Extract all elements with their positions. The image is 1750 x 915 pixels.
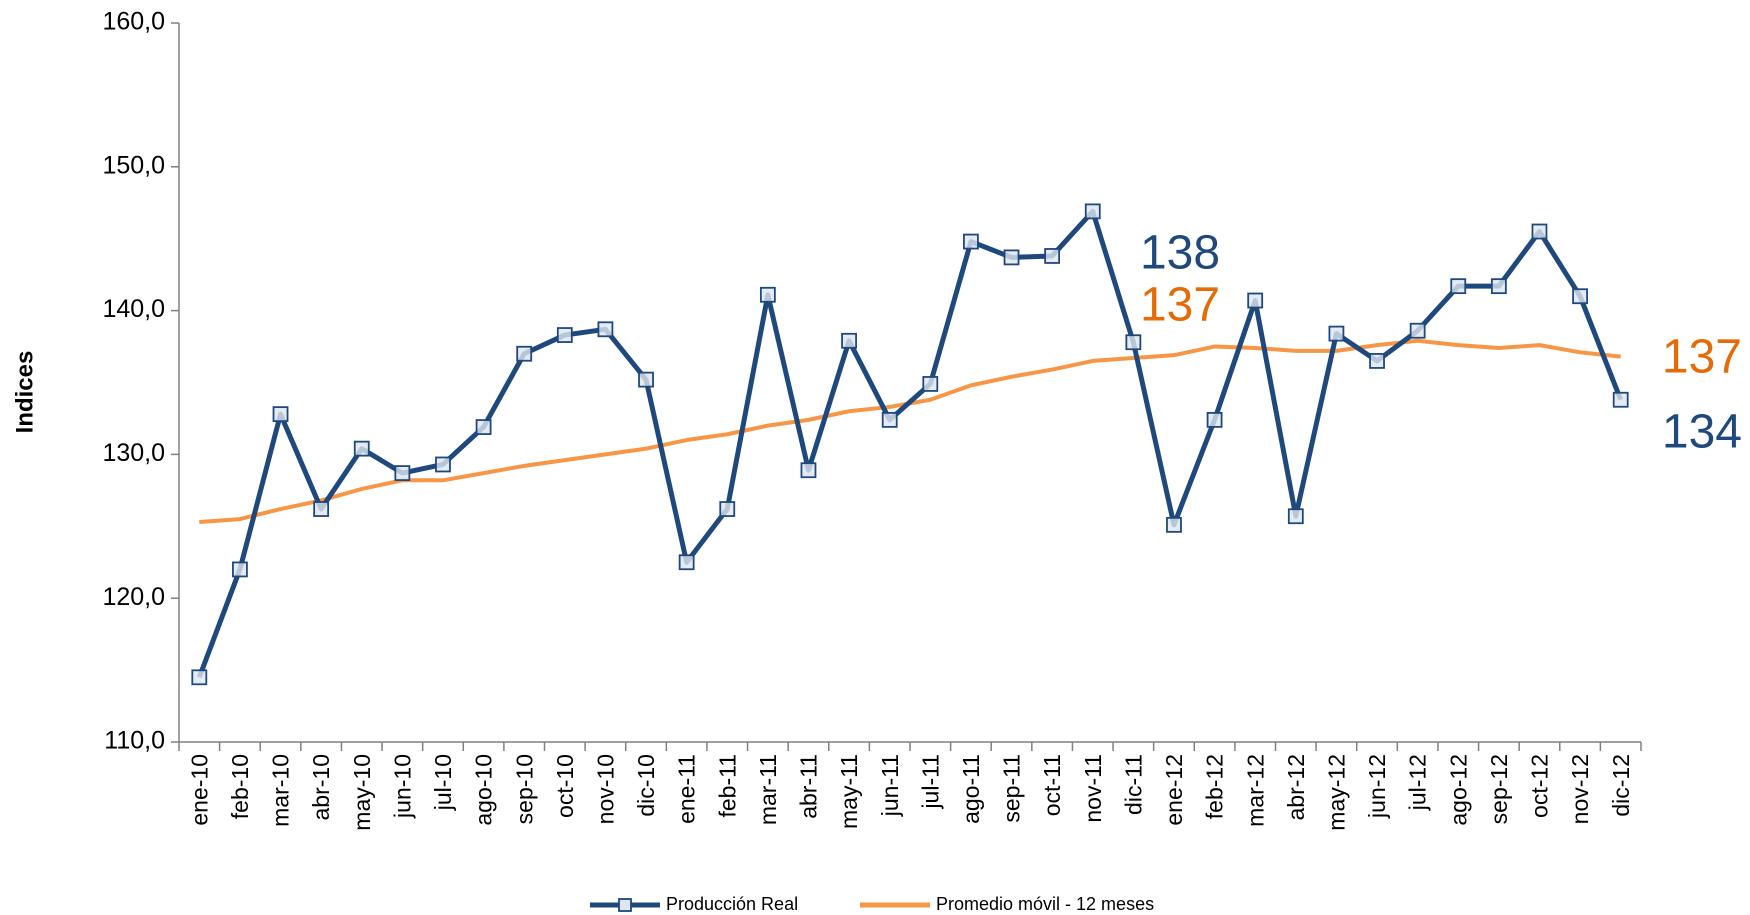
x-tick-label: mar-12	[1242, 754, 1268, 827]
data-point	[313, 501, 330, 517]
data-point	[1328, 325, 1345, 342]
y-tick-label: 150,0	[102, 151, 165, 179]
y-tick-label: 140,0	[102, 295, 165, 323]
data-point	[1206, 411, 1223, 428]
x-tick-label: ene-12	[1161, 754, 1187, 826]
x-tick-label: jul-12	[1405, 754, 1431, 811]
x-tick-label: may-10	[349, 754, 375, 831]
x-tick-label: abr-11	[796, 754, 822, 819]
data-point	[1612, 391, 1629, 408]
data-point	[1084, 203, 1101, 220]
x-tick-label: dic-12	[1608, 754, 1634, 817]
x-tick-label: jun-10	[389, 754, 415, 819]
data-point	[1287, 508, 1304, 525]
y-tick-label: 130,0	[102, 439, 165, 467]
series-line	[196, 208, 1624, 679]
data-point	[1003, 249, 1020, 266]
data-point	[881, 411, 898, 428]
series-line	[199, 338, 1621, 524]
x-tick-label: may-11	[836, 754, 862, 829]
data-point	[1490, 278, 1507, 295]
x-tick-label: oct-10	[552, 754, 578, 818]
x-tick-label: nov-10	[592, 754, 618, 824]
data-point	[1166, 516, 1182, 533]
data-point	[191, 669, 208, 686]
x-tick-label: dic-11	[1120, 754, 1146, 815]
x-tick-label: abr-12	[1283, 754, 1309, 820]
data-point	[1369, 353, 1385, 369]
data-point	[475, 419, 492, 435]
x-tick-label: dic-10	[633, 754, 659, 817]
x-tick-label: ago-11	[958, 754, 984, 824]
data-point	[394, 465, 411, 481]
data-point	[1409, 322, 1426, 339]
x-tick-label: abr-10	[308, 754, 334, 820]
x-tick-label: mar-10	[268, 754, 294, 827]
x-tick-label: feb-11	[714, 754, 740, 818]
y-tick-label: 160,0	[102, 8, 165, 36]
annotation: 138	[1140, 227, 1220, 280]
annotation: 137	[1140, 279, 1220, 332]
data-point	[678, 554, 695, 571]
x-tick-label: oct-12	[1527, 754, 1553, 818]
legend-label: Promedio móvil - 12 meses	[936, 894, 1154, 914]
data-point	[353, 440, 370, 457]
data-point	[1044, 248, 1061, 264]
x-tick-label: jul-10	[430, 754, 456, 811]
data-point	[922, 376, 939, 392]
annotation: 137	[1662, 331, 1742, 384]
data-point	[597, 321, 614, 338]
x-tick-label: jul-11	[917, 754, 943, 810]
data-point	[232, 561, 248, 578]
x-tick-label: feb-12	[1202, 754, 1228, 819]
x-tick-label: jun-11	[877, 754, 903, 817]
data-point	[1125, 334, 1142, 351]
x-tick-label: sep-11	[999, 754, 1025, 823]
x-tick-label: feb-10	[227, 754, 253, 819]
data-point	[800, 462, 817, 479]
data-point	[272, 406, 289, 423]
data-point	[1531, 223, 1548, 240]
x-tick-label: nov-12	[1567, 754, 1593, 824]
data-point	[1247, 292, 1264, 309]
data-point	[556, 327, 573, 343]
x-tick-label: mar-11	[755, 754, 781, 825]
data-point	[719, 501, 736, 517]
x-tick-label: may-12	[1323, 754, 1349, 831]
x-tick-label: ago-12	[1445, 754, 1471, 826]
annotation: 134	[1662, 406, 1742, 459]
x-tick-label: ene-10	[186, 754, 212, 826]
y-tick-label: 120,0	[102, 583, 165, 611]
data-point	[516, 345, 533, 362]
data-point	[759, 286, 776, 303]
x-tick-label: jun-12	[1364, 754, 1390, 819]
legend-marker	[618, 898, 632, 912]
data-point	[841, 332, 857, 349]
data-point	[1450, 278, 1467, 295]
x-tick-label: sep-12	[1486, 754, 1512, 824]
x-tick-label: nov-11	[1080, 754, 1106, 823]
x-tick-label: ago-10	[471, 754, 497, 826]
data-point	[638, 371, 654, 388]
data-point	[963, 233, 979, 250]
x-tick-label: sep-10	[511, 754, 537, 824]
y-tick-label: 110,0	[104, 727, 165, 755]
data-point	[1572, 288, 1588, 305]
legend-label: Producción Real	[666, 894, 798, 914]
x-tick-label: ene-11	[674, 754, 700, 824]
y-axis-label: Indices	[11, 351, 38, 434]
x-tick-label: oct-11	[1039, 754, 1065, 816]
data-point	[435, 456, 451, 473]
